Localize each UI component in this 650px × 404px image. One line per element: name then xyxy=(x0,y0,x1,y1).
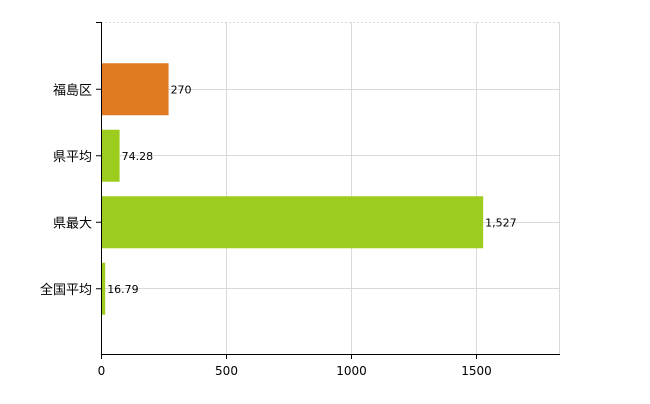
x-tick-label: 500 xyxy=(215,364,238,378)
bar xyxy=(101,129,120,182)
data-label: 270 xyxy=(171,83,192,96)
labels-layer: 270 福島区 74.28 県平均 1,527 県最大 16.79 全国平均 xyxy=(40,83,517,298)
category-label: 県最大 xyxy=(53,216,92,231)
x-tick-label: 1500 xyxy=(461,364,492,378)
x-tick-label: 1000 xyxy=(336,364,367,378)
data-label: 74.28 xyxy=(122,150,154,163)
axes-layer: 0 500 1000 1500 xyxy=(96,22,560,378)
bar xyxy=(101,196,484,249)
bar xyxy=(101,262,106,315)
data-label: 16.79 xyxy=(107,283,139,296)
bars-layer xyxy=(101,63,484,315)
category-label: 全国平均 xyxy=(40,282,92,298)
grid-layer xyxy=(101,22,560,354)
data-label: 1,527 xyxy=(485,216,517,229)
bar xyxy=(101,63,169,116)
x-tick-label: 0 xyxy=(98,364,106,378)
category-label: 県平均 xyxy=(53,150,92,165)
category-label: 福島区 xyxy=(53,83,92,98)
